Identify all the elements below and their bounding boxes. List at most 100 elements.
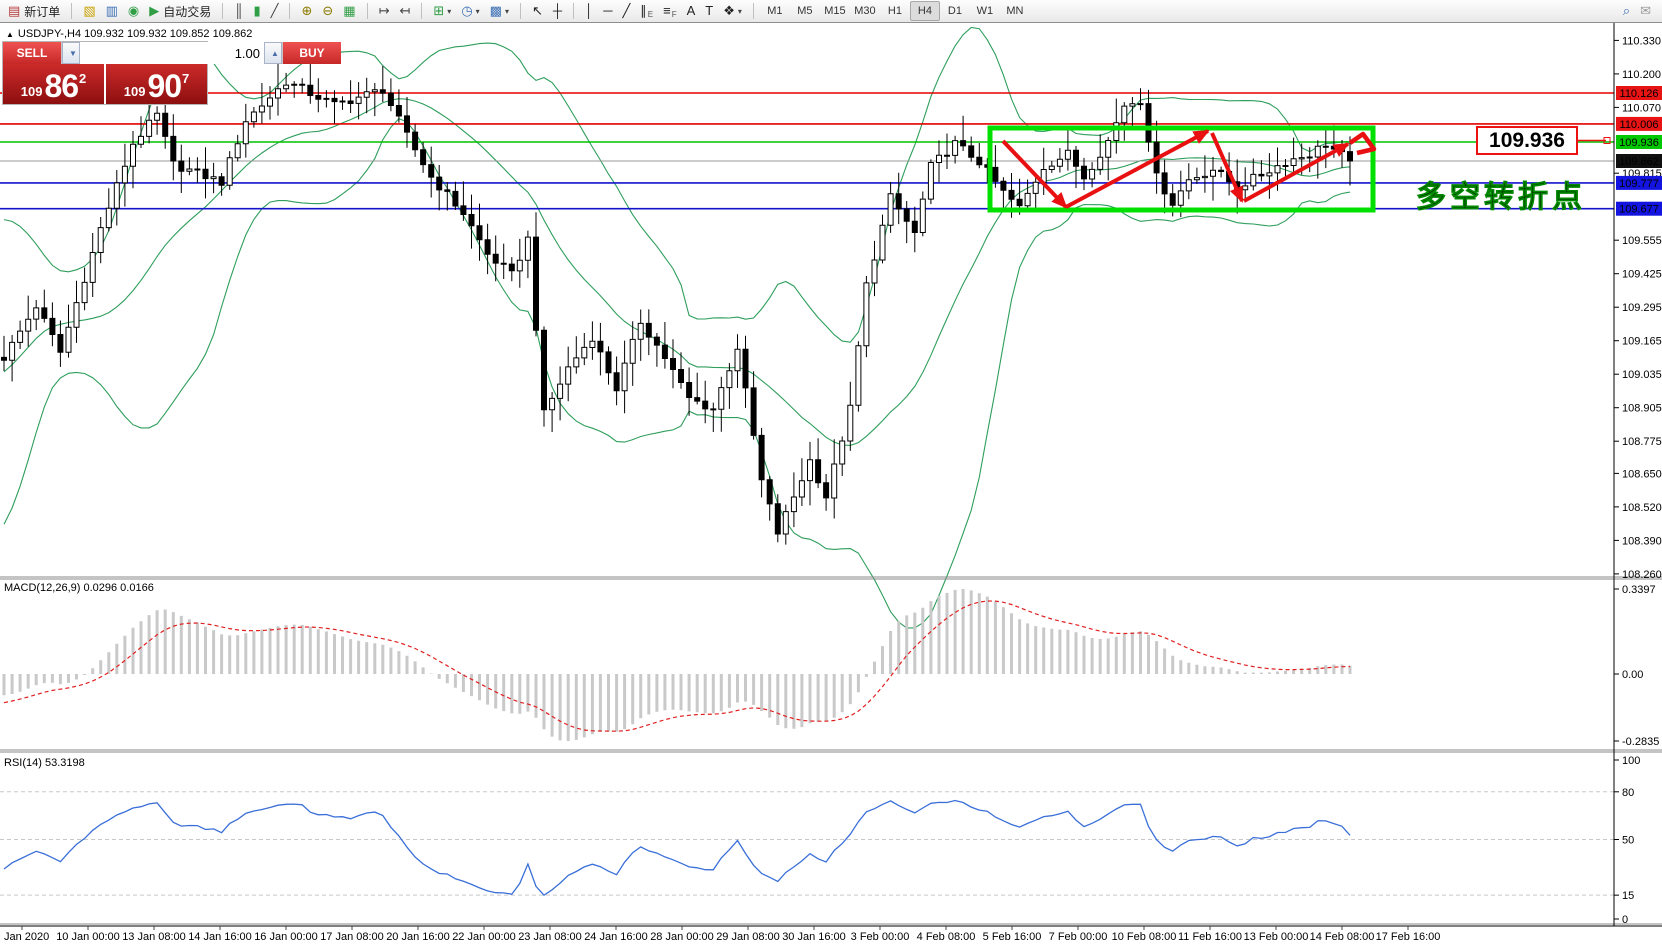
horizontal-line-icon[interactable]: ─: [598, 0, 617, 22]
price-tick-label: 108.520: [1622, 502, 1662, 514]
indicators-icon-dropdown[interactable]: ▾: [447, 6, 452, 16]
toolbar-separator: [421, 3, 423, 19]
timeframe-mn[interactable]: MN: [1006, 5, 1024, 17]
buy-price-display[interactable]: 109 90 7: [106, 64, 207, 104]
trend-arrow-annotation[interactable]: [1210, 132, 1244, 203]
price-badge-110.126: [1616, 86, 1662, 100]
navigator-icon: ◉: [127, 3, 140, 18]
chart-shift-icon[interactable]: ↤: [394, 0, 415, 22]
range-box-annotation[interactable]: [987, 125, 1376, 213]
main-toolbar: ▤ 新订单 ▧ ▥ ◉ ▶ 自动交易 ║ ▮ ╱ ⊕ ⊖ ▦ ↦ ↤ ⊞ ▾ ◷ ▾ ▩ ▾ ↖ ┼ │ ─ ╱ ∥ E ≡ F A T ❖ ▾ M…: [0, 0, 1662, 23]
arrows-icon-dropdown[interactable]: ▾: [737, 6, 742, 16]
chat-icon[interactable]: ✉: [1635, 0, 1656, 22]
sell-button[interactable]: SELL: [3, 42, 61, 64]
new-order-button[interactable]: ▤ 新订单: [3, 0, 65, 22]
tile-windows-icon[interactable]: ▦: [338, 0, 360, 22]
price-tick-label: 109.165: [1622, 336, 1662, 348]
trendline-icon[interactable]: ╱: [617, 0, 635, 22]
timeframe-h1[interactable]: H1: [887, 5, 902, 17]
new-chart-icon: ▧: [83, 3, 96, 18]
navigator-icon[interactable]: ◉: [123, 0, 144, 22]
toolbar-separator: [573, 3, 575, 19]
price-badge-109.936: [1616, 135, 1662, 149]
volume-up-button[interactable]: ▲: [264, 42, 282, 64]
symbol-ohlc-text: USDJPY-,H4 109.932 109.932 109.852 109.8…: [17, 28, 253, 40]
time-label: 23 Jan 08:00: [518, 931, 582, 943]
data-window-icon[interactable]: ▥: [101, 0, 123, 22]
price-badge-109.777: [1616, 175, 1662, 190]
toolbar-separator: [222, 3, 224, 19]
arrows-icon[interactable]: ❖ ▾: [718, 0, 747, 22]
price-tick-label: 109.555: [1622, 235, 1662, 247]
fibonacci-icon[interactable]: ≡ F: [658, 0, 681, 22]
templates-icon[interactable]: ▩ ▾: [485, 0, 514, 22]
buy-price-prefix: 109: [123, 84, 146, 99]
sell-price-sup: 2: [79, 71, 87, 86]
volume-input[interactable]: [80, 42, 264, 64]
cursor-icon: ↖: [531, 3, 543, 18]
trend-arrow-annotation[interactable]: [1243, 142, 1350, 203]
text-icon[interactable]: A: [682, 0, 701, 22]
timeframe-m30[interactable]: M30: [854, 5, 876, 17]
data-window-icon: ▥: [105, 3, 118, 18]
templates-icon-dropdown[interactable]: ▾: [504, 6, 509, 16]
price-tick-label: 110.200: [1622, 69, 1661, 81]
bearish-candles: [1, 83, 1353, 535]
bullish-candles: [9, 83, 1321, 535]
line-chart-icon[interactable]: ╱: [266, 0, 284, 22]
timeframe-m5[interactable]: M5: [797, 5, 813, 17]
price-callout-box[interactable]: [1476, 126, 1578, 155]
time-label: 17 Jan 08:00: [320, 931, 384, 943]
timeframe-w1[interactable]: W1: [976, 5, 994, 17]
timeframe-h4[interactable]: H4: [909, 1, 940, 21]
cursor-icon[interactable]: ↖: [527, 0, 548, 22]
macd-histogram: [2, 589, 1352, 741]
time-label: 10 Jan 00:00: [56, 931, 120, 943]
volume-down-button[interactable]: ▼: [62, 42, 80, 64]
timeframe-m1[interactable]: M1: [767, 5, 783, 17]
new-chart-icon[interactable]: ▧: [78, 0, 100, 22]
time-label: 13 Jan 08:00: [122, 931, 186, 943]
vertical-line-icon: │: [585, 3, 594, 18]
sell-price-display[interactable]: 109 86 2: [3, 64, 104, 104]
rsi-axis-label: 80: [1622, 787, 1634, 799]
periods-icon-dropdown[interactable]: ▾: [475, 6, 480, 16]
time-label: 20 Jan 16:00: [386, 931, 450, 943]
search-icon: ⌕: [1622, 3, 1631, 18]
zoom-out-icon[interactable]: ⊖: [317, 0, 338, 22]
vertical-line-icon[interactable]: │: [580, 0, 598, 22]
chart-window: 110.330 110.200 110.070 109.815 109.555 109.4…: [0, 23, 1662, 947]
buy-price-big: 90: [147, 68, 182, 104]
autotrading-button[interactable]: ▶ 自动交易: [144, 0, 216, 22]
crosshair-icon: ┼: [552, 3, 563, 18]
price-tick-label: 108.390: [1622, 535, 1662, 547]
arrow-squiggle-annotation[interactable]: [1348, 131, 1377, 156]
zoom-in-icon[interactable]: ⊕: [296, 0, 317, 22]
trend-arrow-annotation[interactable]: [1065, 129, 1210, 209]
channel-icon[interactable]: ∥ E: [635, 0, 658, 22]
candlestick-chart-icon[interactable]: ▮: [248, 0, 265, 22]
trend-arrow-annotation[interactable]: [1001, 139, 1068, 209]
cn-annotation-text[interactable]: 多空转折点: [1416, 181, 1586, 215]
time-label: 24 Jan 16:00: [584, 931, 648, 943]
buy-price-sup: 7: [182, 71, 190, 86]
timeframe-m15[interactable]: M15: [824, 5, 846, 17]
bar-chart-icon[interactable]: ║: [229, 0, 248, 22]
time-label: 28 Jan 00:00: [650, 931, 714, 943]
templates-icon: ▩: [489, 3, 502, 18]
auto-scroll-icon[interactable]: ↦: [374, 0, 395, 22]
indicators-icon[interactable]: ⊞ ▾: [428, 0, 456, 22]
crosshair-icon[interactable]: ┼: [548, 0, 567, 22]
time-label: 14 Feb 08:00: [1310, 931, 1375, 943]
macd-axis-label: 0.3397: [1622, 584, 1656, 596]
periods-icon[interactable]: ◷ ▾: [456, 0, 484, 22]
zoom-out-icon: ⊖: [322, 3, 334, 18]
buy-button[interactable]: BUY: [283, 42, 341, 64]
collapse-triangle-icon[interactable]: ▲: [6, 30, 14, 39]
timeframe-d1[interactable]: D1: [947, 5, 962, 17]
search-icon[interactable]: ⌕: [1618, 0, 1635, 22]
macd-signal-line: [3, 600, 1351, 732]
label-icon[interactable]: T: [700, 0, 718, 22]
candlestick-chart-icon: ▮: [253, 3, 261, 18]
